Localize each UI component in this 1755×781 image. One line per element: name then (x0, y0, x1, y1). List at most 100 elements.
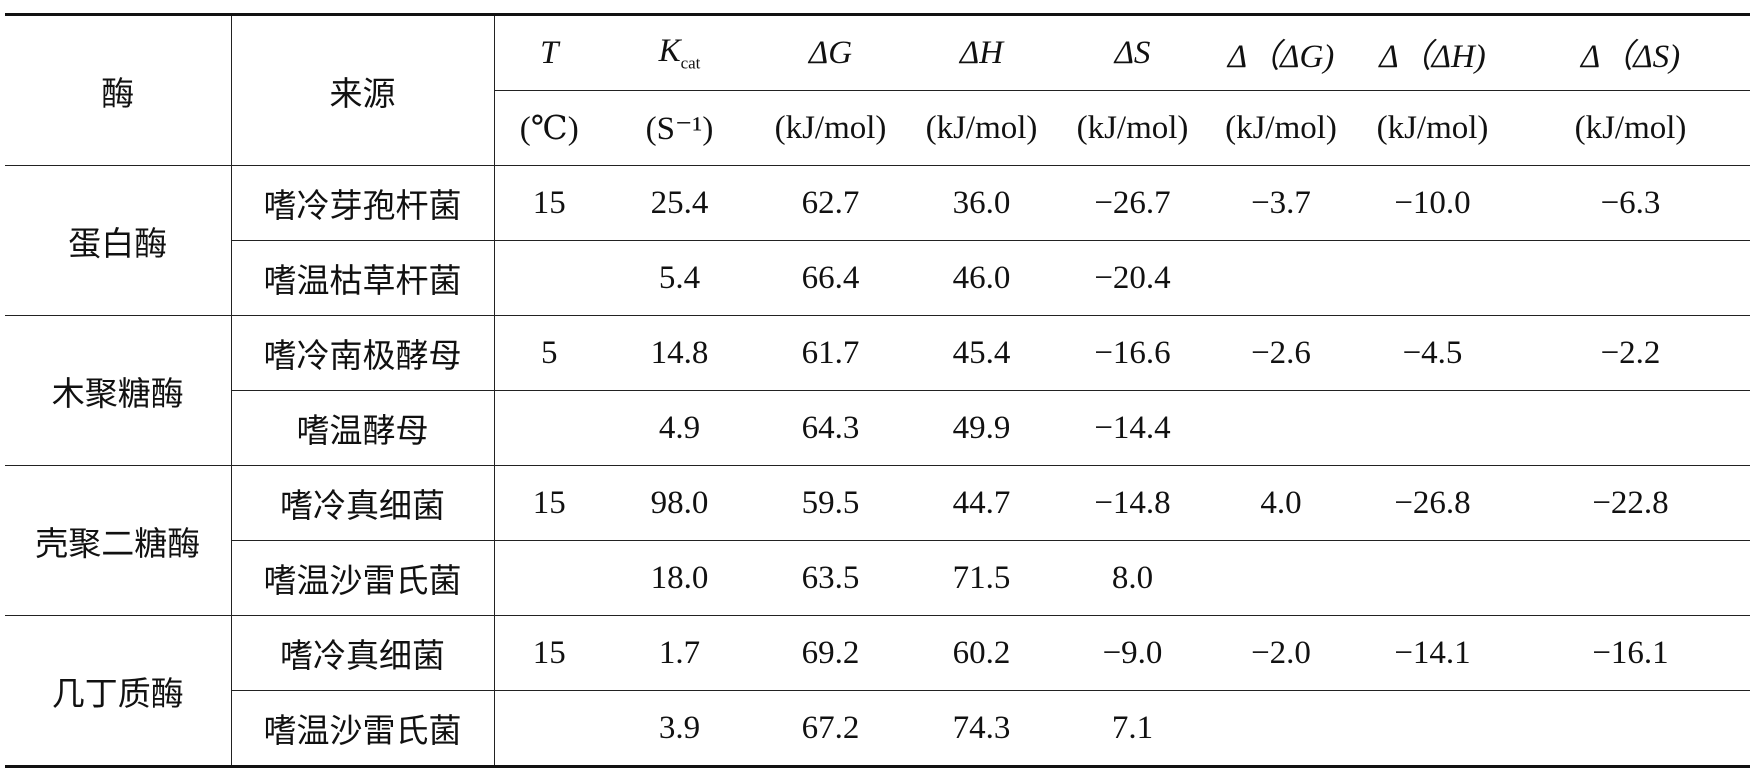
value-cell: 15 (494, 165, 604, 241)
source-cell: 嗜冷南极酵母 (231, 315, 495, 391)
header-symbol: Δ（ΔG) (1227, 39, 1335, 75)
value-cell (1208, 690, 1354, 767)
value-cell: 5.4 (604, 240, 755, 316)
unit-text: (kJ/mol) (925, 109, 1038, 146)
table-body: 酶 来源 T Kcat ΔG ΔH ΔS Δ（ΔG) Δ（ΔH) Δ（ΔS) (℃) (S⁻¹) (kJ… (5, 14, 1750, 767)
value-cell: −14.1 (1354, 615, 1511, 691)
value-cell: 63.5 (755, 540, 906, 616)
value-cell: 69.2 (755, 615, 906, 691)
value-cell (1354, 540, 1511, 616)
value-cell (1354, 390, 1511, 466)
header-symbol: K (658, 32, 681, 69)
value-text: 14.8 (650, 334, 709, 371)
source-cell: 嗜冷芽孢杆菌 (231, 165, 495, 241)
value-cell (1511, 390, 1750, 466)
value-cell: −14.4 (1057, 390, 1208, 466)
unit-cell: (kJ/mol) (1057, 90, 1208, 166)
value-cell (1208, 240, 1354, 316)
value-cell (1354, 240, 1511, 316)
value-text: 64.3 (801, 409, 860, 446)
value-cell: 44.7 (906, 465, 1057, 541)
unit-text: (kJ/mol) (1225, 109, 1337, 146)
value-cell: −2.2 (1511, 315, 1750, 391)
value-cell: 74.3 (906, 690, 1057, 767)
source-cell: 嗜温沙雷氏菌 (231, 690, 495, 767)
header-cell: 来源 (231, 14, 495, 166)
value-text: 60.2 (952, 634, 1011, 671)
value-cell: 67.2 (755, 690, 906, 767)
value-cell: −6.3 (1511, 165, 1750, 241)
unit-cell: (kJ/mol) (1511, 90, 1750, 166)
data-row: 嗜温沙雷氏菌 3.9 67.2 74.3 7.1 (5, 690, 1750, 767)
unit-text: (kJ/mol) (1574, 109, 1687, 146)
value-cell: 4.9 (604, 390, 755, 466)
value-text: −26.8 (1394, 484, 1471, 521)
value-cell (494, 690, 604, 767)
data-row: 壳聚二糖酶 嗜冷真细菌 15 98.0 59.5 44.7 −14.8 4.0 −26.8 −22… (5, 465, 1750, 616)
value-cell: −26.7 (1057, 165, 1208, 241)
header-subscript: cat (680, 53, 701, 73)
data-row: 嗜温酵母 4.9 64.3 49.9 −14.4 (5, 390, 1750, 466)
unit-cell: (kJ/mol) (906, 90, 1057, 166)
value-cell: 3.9 (604, 690, 755, 767)
value-cell: 15 (494, 615, 604, 691)
source-name: 嗜冷真细菌 (280, 489, 445, 525)
unit-cell: (kJ/mol) (1208, 90, 1354, 166)
value-cell (494, 240, 604, 316)
header-cell: Kcat (604, 14, 755, 91)
value-cell: 1.7 (604, 615, 755, 691)
header-cell: ΔS (1057, 14, 1208, 91)
value-cell (1511, 240, 1750, 316)
value-text: 59.5 (801, 484, 860, 521)
header-cell: 酶 (5, 14, 232, 166)
source-name: 嗜冷芽孢杆菌 (263, 189, 462, 225)
value-cell (1354, 690, 1511, 767)
value-text: −2.2 (1600, 334, 1661, 371)
value-text: 4.0 (1260, 484, 1302, 521)
value-cell: 36.0 (906, 165, 1057, 241)
value-cell (1208, 390, 1354, 466)
header-cell: Δ（ΔH) (1354, 14, 1511, 91)
source-name: 嗜温酵母 (296, 414, 429, 450)
value-text: 61.7 (801, 334, 860, 371)
value-text: 5.4 (658, 259, 701, 296)
value-cell: −14.8 (1057, 465, 1208, 541)
value-text: 4.9 (658, 409, 701, 446)
value-text: −16.1 (1592, 634, 1669, 671)
header-cell: ΔG (755, 14, 906, 91)
value-text: 25.4 (650, 184, 709, 221)
value-cell: 4.0 (1208, 465, 1354, 541)
enzyme-name: 蛋白酶 (68, 226, 168, 263)
value-cell (1208, 540, 1354, 616)
enzyme-cell: 木聚糖酶 (5, 315, 232, 466)
value-cell: −3.7 (1208, 165, 1354, 241)
value-text: 36.0 (952, 184, 1011, 221)
unit-text: (kJ/mol) (1376, 109, 1489, 146)
value-cell: 61.7 (755, 315, 906, 391)
value-cell: 5 (494, 315, 604, 391)
unit-row: (℃) (S⁻¹) (kJ/mol) (kJ/mol) (kJ/mol) (kJ/mol)… (5, 90, 1750, 166)
value-text: −9.0 (1102, 634, 1163, 671)
value-text: 1.7 (658, 634, 701, 671)
value-text: −6.3 (1600, 184, 1661, 221)
value-cell: 46.0 (906, 240, 1057, 316)
header-text: 酶 (101, 76, 135, 113)
value-text: 74.3 (952, 709, 1011, 746)
value-cell (1511, 540, 1750, 616)
value-text: 44.7 (952, 484, 1011, 521)
value-cell: 66.4 (755, 240, 906, 316)
value-cell: 7.1 (1057, 690, 1208, 767)
value-cell (494, 540, 604, 616)
value-text: −14.4 (1094, 409, 1171, 446)
value-cell: 18.0 (604, 540, 755, 616)
unit-text: (℃) (519, 111, 579, 147)
enzyme-name: 几丁质酶 (51, 676, 184, 713)
enzyme-cell: 蛋白酶 (5, 165, 232, 316)
source-name: 嗜冷真细菌 (280, 639, 445, 675)
value-cell: −9.0 (1057, 615, 1208, 691)
value-text: −14.1 (1394, 634, 1471, 671)
value-cell: 15 (494, 465, 604, 541)
value-text: −20.4 (1094, 259, 1171, 296)
value-cell: 8.0 (1057, 540, 1208, 616)
